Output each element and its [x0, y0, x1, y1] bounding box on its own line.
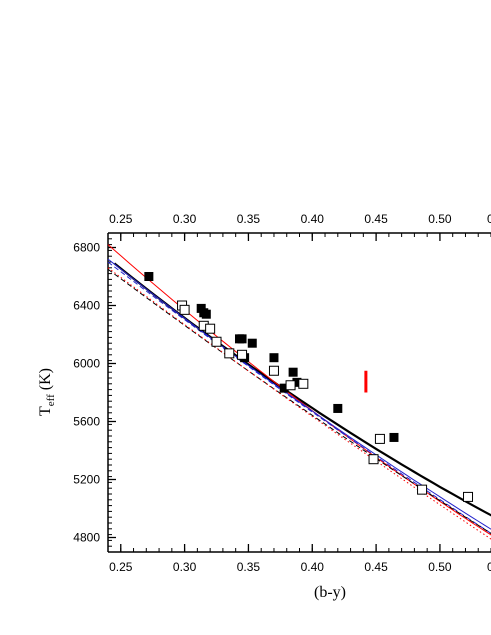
x-tick-label: 0.35 [237, 560, 261, 574]
x-tick-label: 0.25 [109, 560, 133, 574]
filled-square-point [279, 383, 289, 393]
svg-text:Teff (K): Teff (K) [37, 368, 57, 416]
open-square-point [205, 323, 216, 334]
x-tick-label-top: 0.35 [237, 212, 261, 226]
filled-square-point [237, 334, 247, 344]
x-tick-label-top: 0.50 [428, 212, 452, 226]
y-tick-label: 6400 [73, 299, 100, 313]
x-tick-label-top: 0.25 [109, 212, 133, 226]
fit-curve-4 [107, 261, 491, 534]
fit-curve-6 [107, 267, 491, 540]
filled-square-point [288, 367, 298, 377]
y-axis-title-sub: eff [45, 394, 57, 406]
x-tick-label-edge: 0 [487, 560, 491, 574]
open-square-point [285, 380, 296, 391]
x-tick-label: 0.30 [173, 560, 197, 574]
filled-square-point [269, 353, 279, 363]
fit-curves [107, 244, 491, 540]
y-tick-label: 5600 [73, 415, 100, 429]
filled-square-point [144, 272, 154, 281]
fit-curve-2 [107, 244, 491, 536]
y-tick-label: 6800 [73, 241, 100, 255]
filled-square-point [292, 377, 302, 387]
open-square-point [179, 304, 190, 315]
open-square-point [211, 336, 222, 347]
data-markers [144, 272, 474, 502]
y-axis-title: Teff (K) [37, 368, 57, 416]
open-square-point [368, 454, 379, 465]
filled-square-point [389, 432, 399, 442]
y-tick-label: 4800 [73, 531, 100, 545]
x-tick-labels-top: 0.25 0.30 0.35 0.40 0.45 0.50 0 [109, 212, 491, 226]
y-tick-label: 5200 [73, 473, 100, 487]
filled-square-point [201, 309, 211, 319]
open-square-point [417, 484, 428, 495]
filled-square-point [333, 403, 343, 413]
plot-frame [107, 232, 491, 553]
open-square-point [237, 349, 248, 360]
fit-curve-5 [107, 268, 491, 535]
open-square-point [463, 491, 474, 502]
x-tick-label-top: 0.45 [364, 212, 388, 226]
x-tick-label-top-edge: 0 [487, 212, 491, 226]
x-axis-title: (b-y) [314, 584, 346, 601]
y-tick-label: 6000 [73, 357, 100, 371]
y-axis-title-main: T [37, 406, 54, 416]
x-tick-label: 0.50 [428, 560, 452, 574]
open-square-point [268, 365, 279, 376]
fit-curve-3 [107, 258, 491, 530]
fit-curve-1 [113, 262, 491, 517]
x-tick-label-top: 0.30 [173, 212, 197, 226]
open-square-point [374, 433, 385, 444]
filled-square-point [247, 338, 257, 348]
x-tick-label: 0.45 [364, 560, 388, 574]
x-tick-label: 0.40 [301, 560, 325, 574]
y-tick-labels: 4800 5200 5600 6000 6400 6800 [73, 241, 100, 545]
minor-ticks [107, 232, 491, 553]
open-square-point [298, 378, 309, 389]
x-tick-label-top: 0.40 [301, 212, 325, 226]
y-axis-title-unit: (K) [37, 368, 54, 394]
major-ticks [108, 233, 441, 552]
x-tick-labels-bottom: 0.25 0.30 0.35 0.40 0.45 0.50 0 [109, 560, 491, 574]
open-square-point [224, 348, 235, 359]
